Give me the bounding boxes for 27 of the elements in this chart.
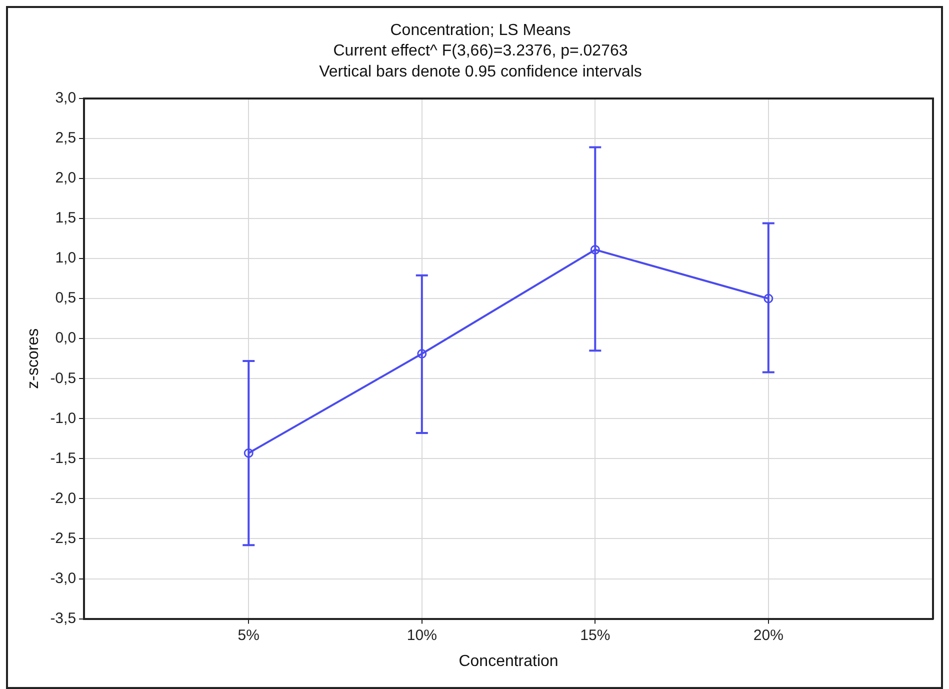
- x-tick-label: 15%: [580, 626, 610, 644]
- y-tick-label: 2,0: [55, 170, 76, 187]
- y-tick-label: -1,5: [50, 450, 76, 467]
- y-tick-label: 0,0: [55, 330, 76, 347]
- point: [417, 349, 427, 359]
- y-tick-label: 0,5: [55, 290, 76, 307]
- y-tick-label: 2,5: [55, 130, 76, 147]
- x-tick-label: 20%: [753, 626, 784, 644]
- x-tick-label: 10%: [406, 626, 437, 644]
- y-tick-label: -3,5: [50, 610, 76, 627]
- y-axis-title: z-scores: [25, 328, 42, 389]
- y-tick-label: 1,0: [55, 250, 76, 267]
- chart-subtitle: Current effect^ F(3,66)=3.2376, p=.02763: [333, 42, 628, 60]
- y-tick-label: -3,0: [50, 570, 76, 587]
- y-tick-label: -2,0: [50, 490, 76, 507]
- point: [244, 448, 254, 458]
- x-axis-title: Concentration: [458, 652, 558, 670]
- y-tick-label: -1,0: [50, 410, 76, 427]
- y-tick-label: -2,5: [50, 530, 76, 547]
- text: Vertical bars denote 0.95 confidence intervals: [319, 63, 642, 80]
- point: [590, 244, 600, 254]
- chart-title: Concentration; LS Means: [390, 22, 571, 39]
- y-tick-label: 1,5: [55, 210, 76, 227]
- x-tick-label: 5%: [238, 626, 260, 644]
- y-tick-label: -0,5: [50, 370, 76, 387]
- y-tick-label: 3,0: [55, 90, 76, 107]
- point: [764, 294, 774, 304]
